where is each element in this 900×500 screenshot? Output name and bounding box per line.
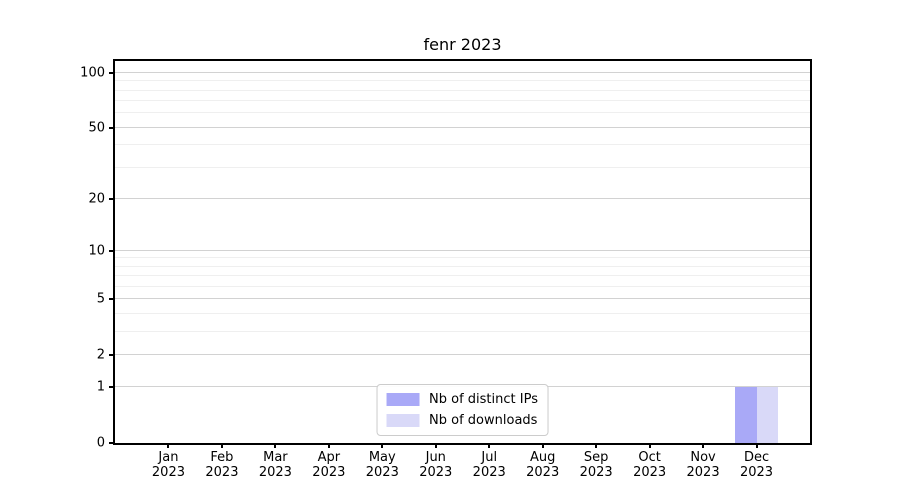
x-tick-label: Jun 2023	[419, 450, 453, 481]
y-tick	[109, 298, 115, 301]
x-tick	[595, 443, 598, 448]
x-tick-label: Oct 2023	[633, 450, 667, 481]
x-tick-label-line: 2023	[205, 464, 239, 480]
x-tick	[648, 443, 651, 448]
y-gridline-major	[115, 126, 810, 128]
x-tick-label: Mar 2023	[258, 450, 292, 481]
x-tick-label-line: Nov	[690, 450, 716, 465]
y-gridline-minor	[115, 265, 810, 267]
y-tick	[109, 71, 115, 74]
y-tick	[109, 442, 115, 444]
x-tick-label: Dec 2023	[739, 450, 774, 481]
x-tick-label-line: Apr	[317, 450, 341, 465]
y-tick	[109, 126, 115, 129]
x-tick	[488, 443, 491, 448]
plot-area: Nb of distinct IPs Nb of downloads 0 1 2 5 10…	[80, 59, 812, 480]
x-tick-label-line: Jan	[158, 450, 179, 465]
x-tick-label-line: Sep	[583, 450, 609, 465]
y-gridline-major	[115, 71, 810, 73]
y-gridline-major	[115, 298, 810, 300]
y-tick-label: 10	[88, 243, 105, 259]
x-tick-label-line: 2023	[472, 464, 506, 480]
y-tick	[109, 249, 115, 252]
x-tick-label-line: Mar	[263, 450, 288, 465]
y-gridline-major	[115, 353, 810, 355]
bar-nb-of-downloads	[756, 387, 778, 443]
x-tick-label-line: 2023	[526, 464, 560, 480]
legend-swatch	[386, 393, 420, 406]
y-tick-label: 5	[96, 291, 105, 307]
y-gridline-minor	[115, 275, 810, 277]
x-tick-label-line: 2023	[579, 464, 613, 480]
x-tick-label-line: Dec	[743, 450, 770, 465]
x-tick-label-line: 2023	[686, 464, 720, 480]
y-gridline-minor	[115, 312, 810, 314]
legend-label: Nb of downloads	[429, 413, 538, 428]
legend-swatch	[386, 414, 420, 427]
y-gridline-minor	[115, 144, 810, 146]
y-gridline-minor	[115, 100, 810, 102]
y-tick-label: 50	[88, 120, 105, 136]
x-tick-label-line: 2023	[151, 464, 185, 480]
x-tick-label: Aug 2023	[526, 450, 560, 481]
y-tick-label: 20	[88, 191, 105, 207]
x-tick-label-line: Feb	[210, 450, 234, 465]
legend: Nb of distinct IPs Nb of downloads	[376, 384, 549, 436]
bar-nb-of-distinct-ips	[735, 387, 757, 443]
y-gridline-minor	[115, 166, 810, 168]
y-tick-label: 2	[96, 347, 105, 363]
legend-label: Nb of distinct IPs	[429, 392, 538, 407]
x-tick-label: May 2023	[365, 450, 399, 481]
y-tick-label: 0	[96, 435, 105, 451]
legend-row: Nb of downloads	[386, 413, 538, 428]
x-tick-label-line: 2023	[419, 464, 453, 480]
x-tick	[541, 443, 544, 448]
y-gridline-major	[115, 197, 810, 199]
y-tick-label: 100	[80, 65, 105, 81]
legend-row: Nb of distinct IPs	[386, 392, 538, 407]
x-tick-label-line: 2023	[312, 464, 346, 480]
y-tick	[109, 353, 115, 356]
chart-title: fenr 2023	[423, 35, 502, 54]
y-tick-label: 1	[96, 379, 105, 395]
x-tick	[381, 443, 384, 448]
x-tick	[274, 443, 277, 448]
x-tick-label: Nov 2023	[686, 450, 720, 481]
x-tick-label: Apr 2023	[312, 450, 346, 481]
x-tick-label-line: May	[368, 450, 396, 465]
y-tick	[109, 197, 115, 200]
x-tick-label-line: Jul	[481, 450, 498, 465]
x-tick-label-line: Jun	[425, 450, 446, 465]
x-tick	[702, 443, 705, 448]
x-tick-label-line: 2023	[258, 464, 292, 480]
y-gridline-minor	[115, 112, 810, 114]
x-tick-label: Jul 2023	[472, 450, 506, 481]
x-tick	[327, 443, 330, 448]
x-tick-label-line: Oct	[638, 450, 661, 465]
y-gridline-minor	[115, 330, 810, 332]
y-gridline-minor	[115, 285, 810, 287]
x-tick-label: Jan 2023	[151, 450, 185, 481]
x-tick-label-line: 2023	[365, 464, 399, 480]
y-tick	[109, 386, 115, 389]
y-gridline-major	[115, 249, 810, 251]
y-gridline-minor	[115, 80, 810, 82]
y-gridline-minor	[115, 257, 810, 259]
y-gridline-minor	[115, 89, 810, 91]
x-tick-label-line: 2023	[739, 464, 774, 480]
x-tick	[220, 443, 223, 448]
x-tick-label: Sep 2023	[579, 450, 613, 481]
x-tick-label: Feb 2023	[205, 450, 239, 481]
x-tick	[755, 443, 758, 448]
x-tick	[434, 443, 437, 448]
x-tick-label-line: Aug	[529, 450, 556, 465]
x-tick	[167, 443, 170, 448]
x-tick-label-line: 2023	[633, 464, 667, 480]
